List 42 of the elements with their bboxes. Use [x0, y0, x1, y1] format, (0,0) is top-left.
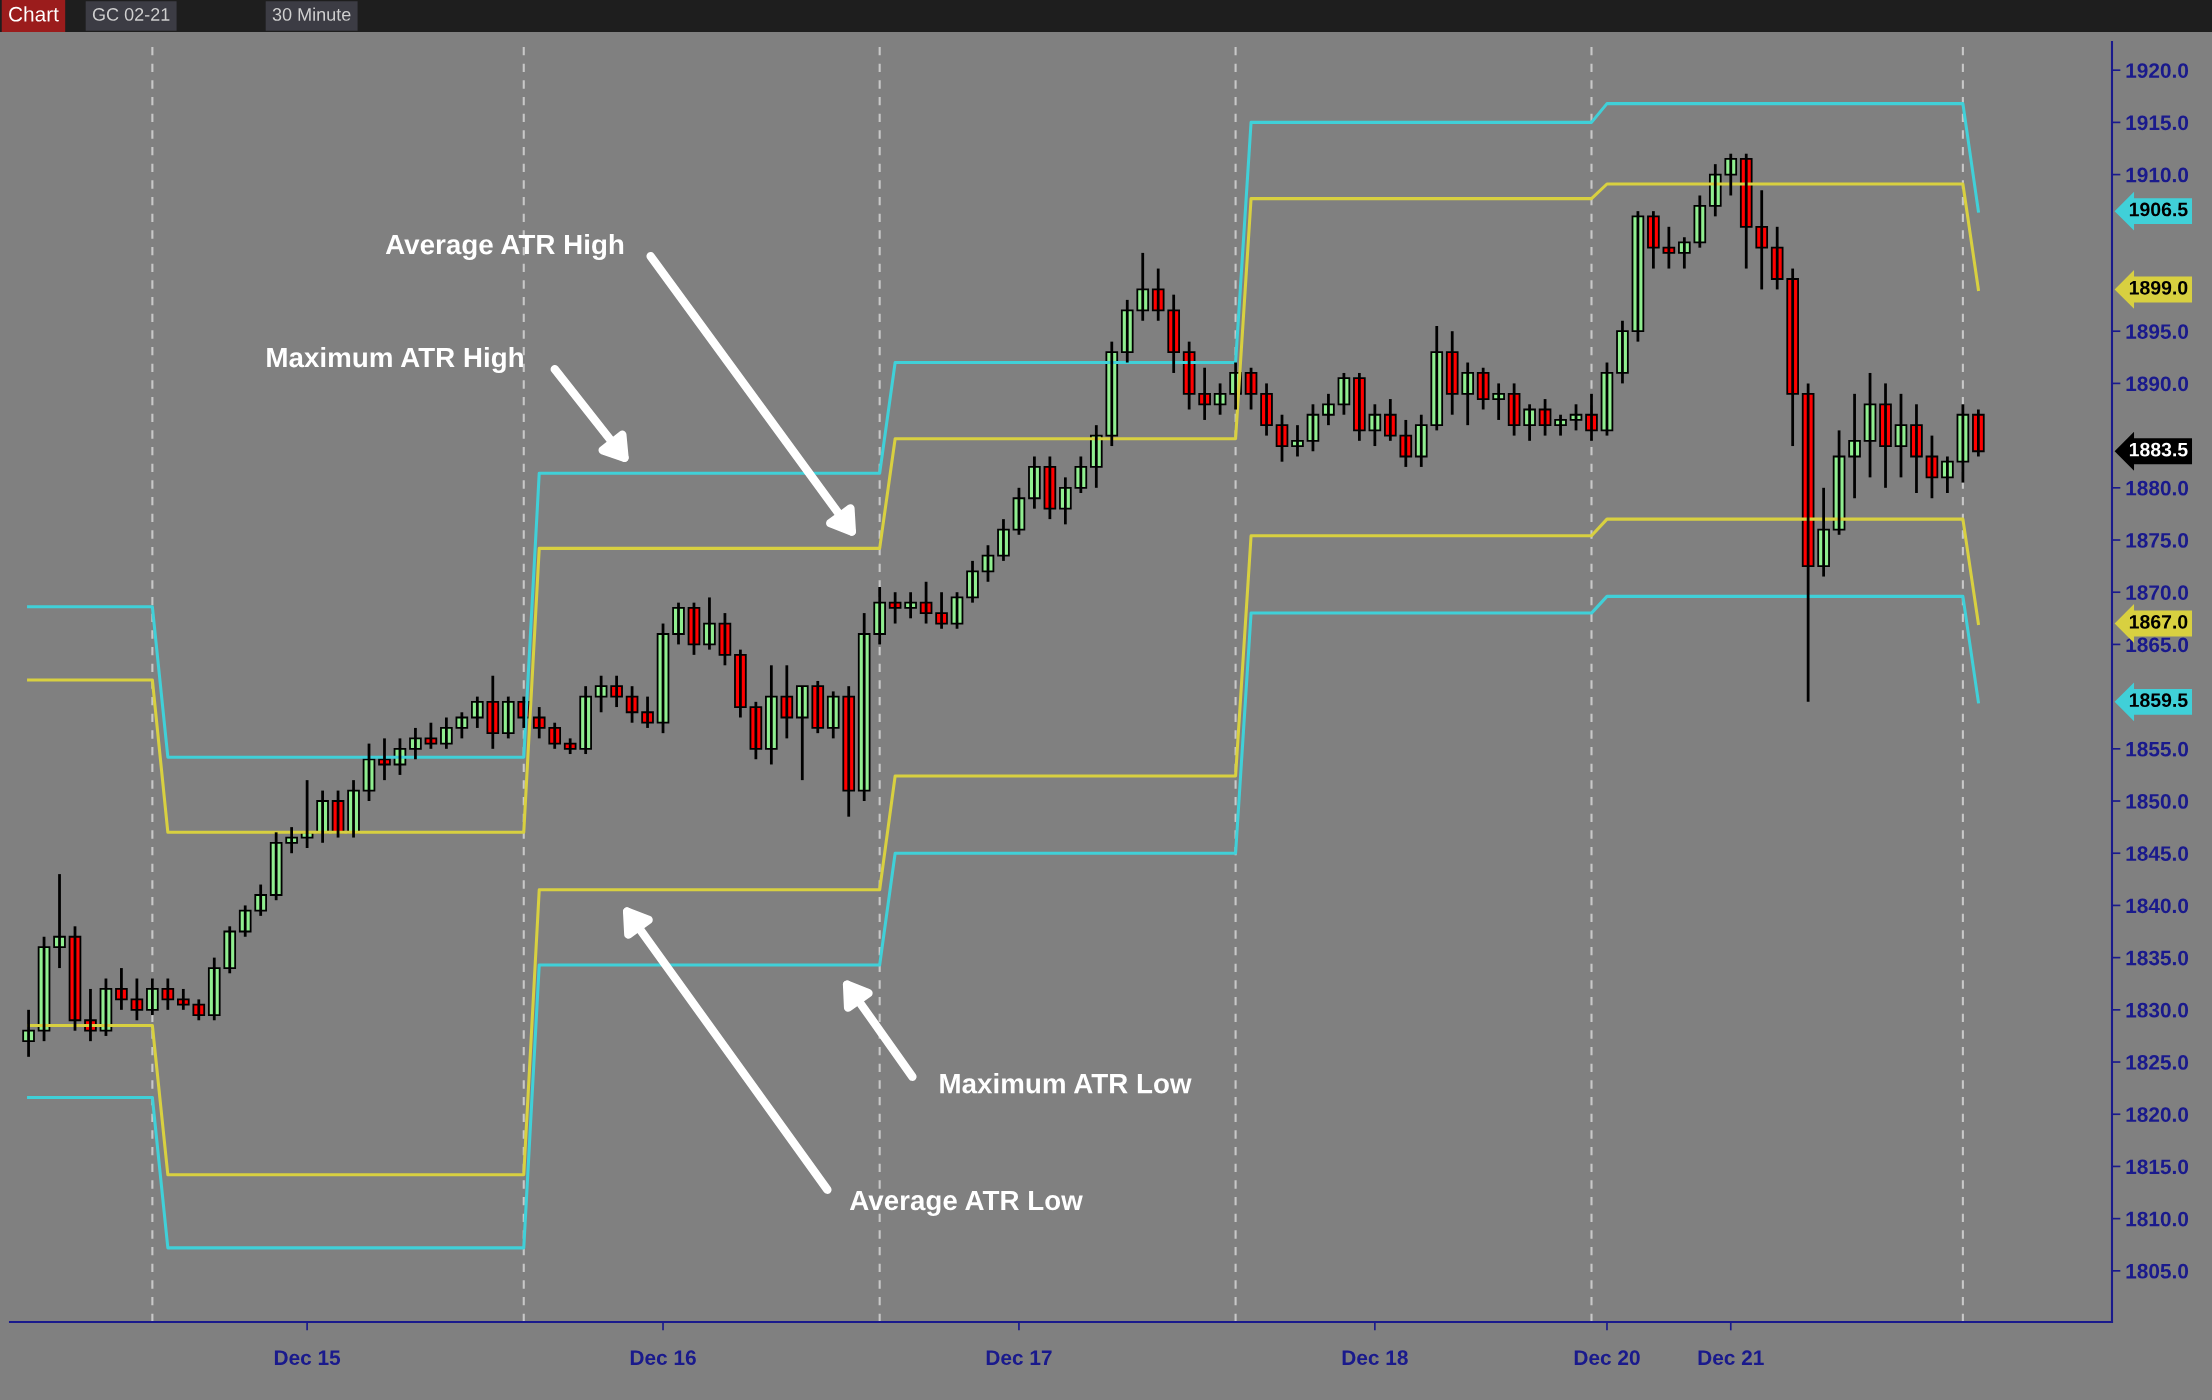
text: 1906.5 [2129, 202, 2188, 217]
x-tick-label: Dec 18 [1342, 1350, 1408, 1366]
line-series [27, 594, 1980, 1250]
candlestick [176, 987, 190, 1012]
y-tick-label: 1915.0 [2126, 115, 2189, 131]
x-tick-label: Dec 16 [630, 1350, 696, 1366]
x-tick-label: Dec 21 [1698, 1350, 1764, 1366]
y-tick-label: 1910.0 [2126, 167, 2189, 183]
y-tick-label: 1840.0 [2126, 898, 2189, 914]
chart-subtitle: 30 Minute [272, 7, 351, 21]
x-tick-label: Dec 15 [274, 1350, 341, 1366]
y-tick-label: 1815.0 [2126, 1159, 2189, 1175]
y-tick-label: 1920.0 [2126, 63, 2189, 78]
y-tick-label: 1890.0 [2126, 376, 2189, 392]
annotation: Maximum ATR High [267, 346, 523, 374]
y-tick-label: 1870.0 [2126, 585, 2189, 600]
text: Chart [9, 6, 59, 22]
chart-title: GC 02-21 [92, 8, 170, 21]
y-tick-label: 1855.0 [2126, 741, 2189, 757]
text: 1883.5 [2129, 442, 2188, 457]
candlestick [424, 721, 438, 751]
y-tick-label: 1820.0 [2126, 1107, 2189, 1122]
y-tick-label: 1830.0 [2126, 1002, 2189, 1018]
y-tick-label: 1895.0 [2126, 324, 2189, 339]
text: 1899.0 [2129, 280, 2188, 295]
y-tick-label: 1880.0 [2126, 480, 2189, 496]
y-tick-label: 1875.0 [2126, 533, 2189, 548]
annotation: Maximum ATR Low [940, 1073, 1192, 1094]
y-tick-label: 1850.0 [2126, 794, 2189, 809]
y-tick-label: 1825.0 [2126, 1055, 2189, 1070]
line-series [27, 517, 1980, 1177]
annotation: Average ATR High [385, 233, 624, 261]
y-tick-label: 1865.0 [2126, 637, 2189, 653]
y-tick-label: 1845.0 [2126, 846, 2189, 861]
x-tick-label: Dec 20 [1574, 1350, 1640, 1366]
y-tick-label: 1810.0 [2126, 1211, 2189, 1227]
annotation: Average ATR Low [849, 1190, 1083, 1216]
y-tick-label: 1835.0 [2126, 950, 2189, 966]
x-tick-label: Dec 17 [986, 1350, 1052, 1366]
y-tick-label: 1805.0 [2126, 1263, 2189, 1279]
text: 1859.5 [2129, 693, 2188, 708]
text: 1867.0 [2129, 614, 2188, 629]
